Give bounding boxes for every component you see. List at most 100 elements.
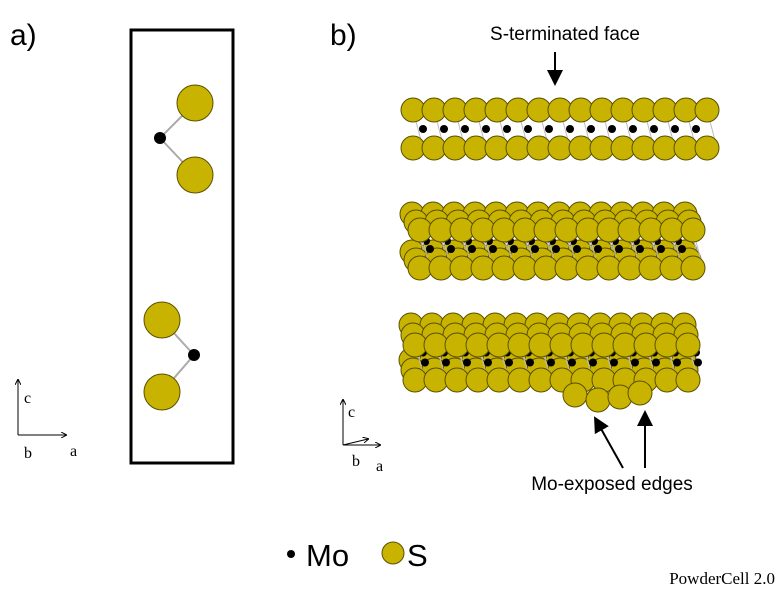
- axis-label: c: [24, 390, 31, 407]
- atom: [573, 245, 581, 253]
- atom: [426, 245, 434, 253]
- atom: [442, 359, 450, 367]
- atom: [487, 368, 511, 392]
- atom: [534, 256, 558, 280]
- atom: [629, 125, 637, 133]
- legend-marker: [382, 542, 404, 564]
- atom: [447, 245, 455, 253]
- atom: [440, 125, 448, 133]
- panel-label: b): [330, 19, 357, 52]
- atom: [676, 368, 700, 392]
- atom: [631, 359, 639, 367]
- atom: [401, 98, 425, 122]
- atom: [615, 245, 623, 253]
- figure: a) b) c b a S-terminated face Mo-exposed…: [0, 0, 783, 592]
- atom: [550, 333, 574, 357]
- atom: [695, 98, 719, 122]
- atom: [487, 333, 511, 357]
- atom: [636, 245, 644, 253]
- atom: [464, 98, 488, 122]
- atom: [547, 359, 555, 367]
- atom: [443, 98, 467, 122]
- atom: [555, 256, 579, 280]
- atom: [610, 359, 618, 367]
- atom: [632, 136, 656, 160]
- atom: [471, 218, 495, 242]
- atom: [592, 333, 616, 357]
- atom: [608, 125, 616, 133]
- atom: [524, 125, 532, 133]
- atom: [408, 256, 432, 280]
- atom: [678, 245, 686, 253]
- atom: [660, 256, 684, 280]
- atom: [527, 98, 551, 122]
- legend-label: S: [407, 538, 428, 573]
- atom: [503, 125, 511, 133]
- atom: [639, 256, 663, 280]
- axis-label: a: [70, 443, 77, 460]
- atom: [681, 256, 705, 280]
- atom: [492, 218, 516, 242]
- atom: [506, 98, 530, 122]
- atom: [674, 98, 698, 122]
- atom: [531, 245, 539, 253]
- atom: [673, 359, 681, 367]
- atom: [482, 125, 490, 133]
- atom: [545, 125, 553, 133]
- atom: [657, 245, 665, 253]
- atom: [485, 98, 509, 122]
- atom: [611, 98, 635, 122]
- panel-label: a): [10, 19, 37, 52]
- legend-marker: [287, 550, 295, 558]
- atom: [450, 218, 474, 242]
- atom: [527, 136, 551, 160]
- atom: [424, 368, 448, 392]
- atom: [506, 136, 530, 160]
- atom: [586, 388, 610, 412]
- atom: [590, 98, 614, 122]
- atom: [424, 333, 448, 357]
- atom: [464, 136, 488, 160]
- atom: [597, 256, 621, 280]
- atom: [576, 256, 600, 280]
- atom: [534, 218, 558, 242]
- atom: [513, 218, 537, 242]
- atom: [555, 218, 579, 242]
- atom: [489, 245, 497, 253]
- atom: [466, 368, 490, 392]
- atom: [421, 359, 429, 367]
- axes-indicator: [18, 380, 66, 435]
- atom: [461, 125, 469, 133]
- atom: [634, 333, 658, 357]
- atom: [510, 245, 518, 253]
- atom: [552, 245, 560, 253]
- atom: [660, 218, 684, 242]
- atom: [484, 359, 492, 367]
- atom: [695, 136, 719, 160]
- atom: [594, 245, 602, 253]
- arrow: [595, 418, 623, 468]
- annotation: S-terminated face: [490, 24, 640, 45]
- atom: [655, 368, 679, 392]
- atom: [587, 125, 595, 133]
- atom: [508, 333, 532, 357]
- unit-cell: [131, 30, 233, 463]
- atom: [485, 136, 509, 160]
- axis-label: b: [24, 445, 32, 462]
- atom: [529, 368, 553, 392]
- atom: [422, 136, 446, 160]
- atom: [653, 98, 677, 122]
- atom: [692, 125, 700, 133]
- axis-label: b: [352, 453, 360, 470]
- axis-label: a: [376, 458, 383, 475]
- atom: [566, 125, 574, 133]
- atom: [492, 256, 516, 280]
- atom: [568, 359, 576, 367]
- atom: [526, 359, 534, 367]
- atom: [471, 256, 495, 280]
- atom: [401, 136, 425, 160]
- atom: [450, 256, 474, 280]
- atom: [652, 359, 660, 367]
- atom: [569, 98, 593, 122]
- atom: [628, 381, 652, 405]
